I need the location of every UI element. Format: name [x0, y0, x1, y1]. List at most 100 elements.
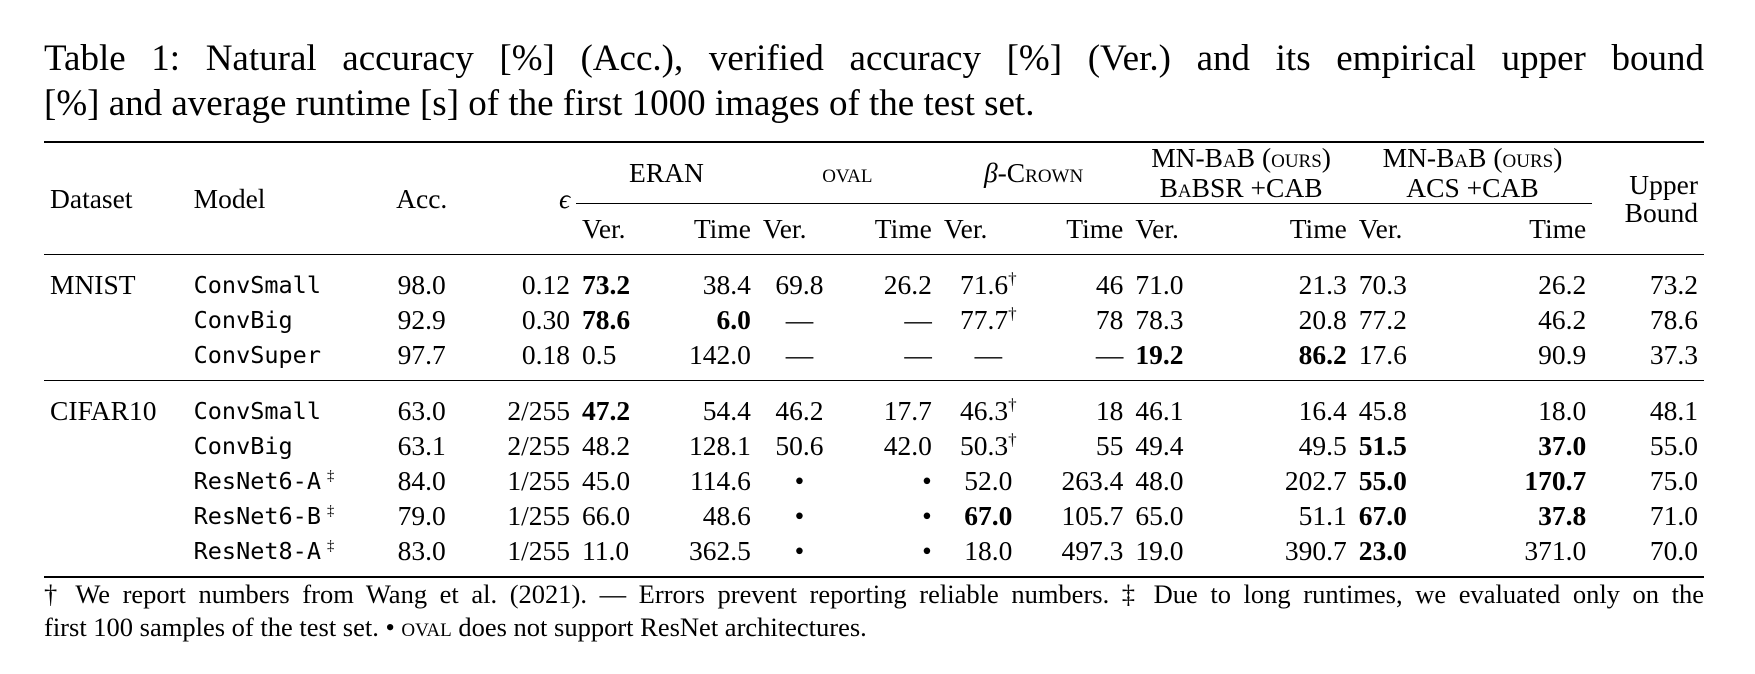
cell-value: 55.0: [1358, 464, 1407, 496]
cell-value: MNIST: [50, 268, 136, 300]
cell-m1-ver: 19.2: [1129, 337, 1214, 381]
cell-eran-ver: 78.6: [576, 302, 650, 337]
cell-model: ConvBig: [188, 302, 364, 337]
cell-m2-ver: 67.0: [1353, 498, 1438, 533]
cell-value: 497.3: [1061, 534, 1124, 566]
cell-acc: 63.0: [363, 381, 480, 429]
cell-value: 170.7: [1524, 464, 1587, 496]
table-row: ResNet8-A ‡ 83.0 1/255 11.0 362.5 • • 18.0 497.3 1…: [44, 533, 1704, 577]
cell-value: 71.0: [1649, 499, 1698, 531]
cell-model: ConvSuper: [188, 337, 364, 381]
upper-bound-line1: Upper: [1629, 168, 1698, 200]
cell-eran-ver: 73.2: [576, 255, 650, 303]
cell-value: 2/255: [507, 429, 571, 461]
cell-value: 48.6: [702, 499, 751, 531]
table-row: ConvBig 92.9 0.30 78.6 6.0— —77.7† 78 78.3 20.8 7…: [44, 302, 1704, 337]
cell-eps: 1/255: [480, 498, 576, 533]
cell-value: 19.0: [1135, 534, 1184, 566]
header-row-1: Dataset Model Acc. ϵ ERAN oval β-Crown M…: [44, 142, 1704, 226]
cell-value: 202.7: [1284, 464, 1347, 496]
cell-beta-time: —: [1039, 337, 1129, 381]
cell-upper: 37.3: [1592, 337, 1704, 381]
table-row: MNIST ConvSmall 98.0 0.12 73.2 38.4 69.8 26.2 71…: [44, 254, 1704, 303]
cell-oval-ver: 69.8: [757, 255, 842, 303]
cell-m2-time: 170.7: [1438, 463, 1592, 498]
cell-value: 92.9: [397, 303, 446, 335]
caption-line-1: Table 1: Natural accuracy [%] (Acc.), ve…: [44, 38, 1704, 79]
cell-dataset: [44, 302, 188, 337]
cell-m1-ver: 65.0: [1129, 498, 1214, 533]
cell-value: 47.2: [582, 394, 631, 426]
cell-oval-time: —: [842, 337, 938, 381]
cell-value: 18.0: [964, 534, 1013, 566]
cell-value: 6.0: [716, 303, 751, 335]
cell-m2-ver: 23.0: [1353, 533, 1438, 577]
cell-upper: 70.0: [1592, 533, 1704, 577]
cell-beta-time: 18: [1039, 381, 1129, 429]
cell-value: —: [1095, 338, 1124, 370]
cell-value: 48.0: [1135, 464, 1184, 496]
cell-oval-ver: —: [757, 337, 842, 381]
cell-oval-time: •: [842, 533, 938, 577]
model-footnote-mark: ‡: [326, 537, 335, 554]
cell-beta-ver: 67.0: [938, 498, 1039, 533]
cell-value: 73.2: [1649, 268, 1698, 300]
cell-value: ResNet6-A: [193, 466, 321, 495]
cell-oval-ver: •: [757, 533, 842, 577]
cell-value: 83.0: [397, 534, 446, 566]
cell-m2-ver: 70.3: [1353, 255, 1438, 303]
cell-eran-ver: 0.5: [576, 337, 650, 381]
cell-eps: 2/255: [480, 381, 576, 429]
cell-value: 114.6: [690, 464, 751, 496]
cell-value: 0.18: [521, 338, 571, 370]
cell-value: 65.0: [1135, 499, 1184, 531]
cell-value: 19.2: [1135, 338, 1184, 370]
cell-oval-time: 26.2: [842, 255, 938, 303]
cell-value: 78.6: [1649, 303, 1698, 335]
cell-beta-time: 46: [1039, 255, 1129, 303]
cell-eran-time: 48.6: [651, 498, 757, 533]
header-m2-ver: Ver.: [1358, 213, 1403, 244]
cell-value: 78.6: [582, 303, 631, 335]
cell-m1-time: 51.1: [1214, 498, 1352, 533]
model-footnote-mark: ‡: [326, 467, 335, 484]
mnbab-babsr-line1: MN-BaB (ours): [1151, 142, 1331, 173]
header-epsilon: ϵ: [558, 182, 571, 214]
cell-value: 46.2: [1538, 303, 1587, 335]
cell-value: 67.0: [1358, 499, 1407, 531]
cell-value: 23.0: [1358, 534, 1407, 566]
beta-footnote-mark: †: [1008, 394, 1017, 414]
cell-eps: 0.30: [480, 302, 576, 337]
cell-value: CIFAR10: [50, 394, 157, 426]
cell-value: 86.2: [1298, 338, 1347, 370]
cell-m1-ver: 49.4: [1129, 428, 1214, 463]
cell-m1-time: 20.8: [1214, 302, 1352, 337]
table-row: ResNet6-B ‡ 79.0 1/255 66.0 48.6 • • 67.0 105.7 65…: [44, 498, 1704, 533]
cell-m1-ver: 46.1: [1129, 381, 1214, 429]
cell-m2-time: 90.9: [1438, 337, 1592, 381]
cell-model: ConvSmall: [188, 255, 364, 303]
cell-value: 1/255: [507, 499, 571, 531]
cell-oval-time: 42.0: [842, 428, 938, 463]
header-oval: oval: [756, 142, 938, 204]
header-m1-ver: Ver.: [1135, 213, 1179, 244]
cell-beta-ver: 77.7†: [938, 302, 1039, 337]
header-eran-time: Time: [693, 213, 751, 244]
cell-value: 1/255: [507, 464, 571, 496]
cell-value: ConvSmall: [193, 396, 321, 425]
header-oval-ver: Ver.: [762, 213, 807, 244]
cell-value: 362.5: [689, 534, 751, 566]
cell-value: 63.0: [397, 394, 446, 426]
header-beta-crown: β-Crown: [937, 142, 1130, 204]
cell-value: —: [974, 338, 1003, 370]
upper-bound-line2: Bound: [1624, 196, 1698, 228]
cell-m1-ver: 19.0: [1129, 533, 1214, 577]
cell-value: 52.0: [964, 464, 1013, 496]
header-beta-ver: Ver.: [943, 213, 988, 244]
cell-value: 371.0: [1524, 534, 1587, 566]
cell-eran-time: 128.1: [651, 428, 757, 463]
cell-m1-ver: 78.3: [1129, 302, 1214, 337]
cell-value: —: [785, 303, 814, 335]
cell-value: 1/255: [507, 534, 571, 566]
cell-value: 37.0: [1538, 429, 1587, 461]
